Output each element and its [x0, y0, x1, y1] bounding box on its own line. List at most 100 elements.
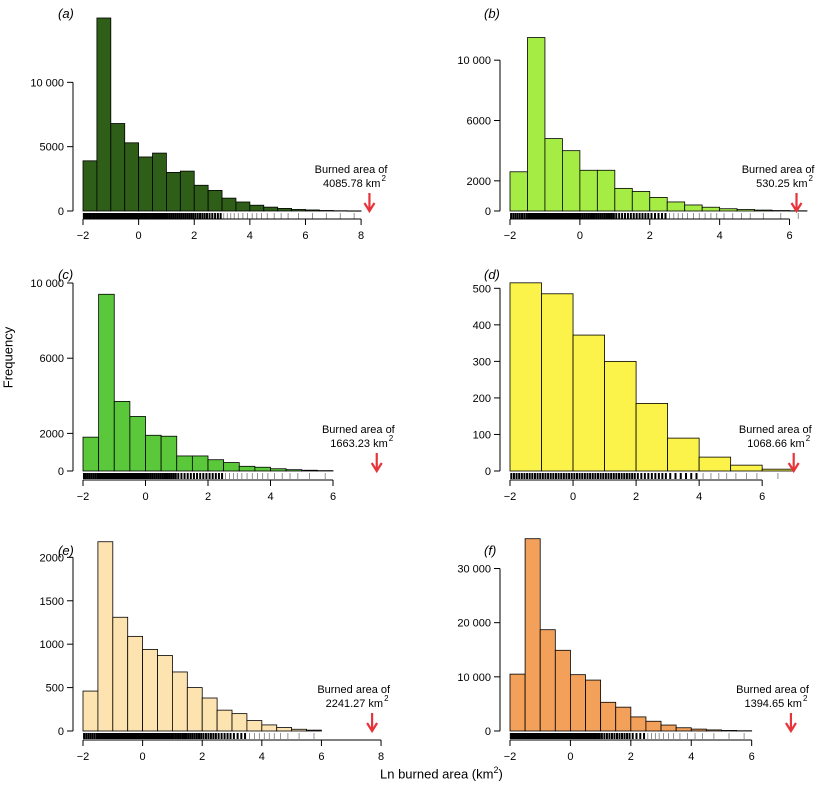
histogram-bar: [179, 170, 195, 212]
x-tick-label: 6: [786, 230, 792, 242]
rug-plot: [83, 733, 315, 739]
y-tick-label: 400: [473, 320, 491, 332]
histogram-bar: [660, 724, 677, 732]
x-tick-label: −2: [77, 491, 90, 503]
y-tick-label: 2000: [40, 552, 64, 564]
burned-area-annotation-unit-sup: 2: [806, 434, 811, 443]
histogram-bar: [730, 464, 763, 472]
y-tick-label: 10 000: [30, 278, 64, 290]
y-tick-label: 300: [473, 356, 491, 368]
x-tick-label: 4: [717, 230, 723, 242]
x-tick-label: 2: [191, 230, 197, 242]
x-axis-title: Ln burned area (km2): [380, 765, 503, 781]
histogram-bar: [82, 436, 100, 472]
burned-area-annotation-line1: Burned area of: [322, 424, 396, 436]
histogram-bar: [544, 138, 563, 212]
histogram-bar: [238, 465, 256, 472]
histogram-bar: [690, 728, 707, 732]
histogram-bar: [614, 187, 633, 212]
histogram-bar: [261, 724, 278, 732]
histogram-bar: [585, 679, 602, 732]
x-tick-label: 0: [567, 751, 573, 763]
burned-area-annotation-line1: Burned area of: [742, 164, 816, 176]
histogram-bar: [110, 123, 126, 212]
red-arrow-head: [366, 722, 379, 734]
x-tick-label: 8: [378, 751, 384, 763]
histogram-bar: [604, 360, 637, 472]
burned-area-annotation-unit-sup: 2: [389, 434, 394, 443]
burned-area-annotation-value: 2241.27 km: [326, 698, 383, 710]
histogram-bar: [160, 435, 178, 472]
histogram-bar: [191, 455, 209, 472]
panel-d: (d) 0 100 200 300 400 500 −2 0 2 4 6 Burned area of 1…: [473, 267, 813, 503]
x-tick-label: 6: [318, 751, 324, 763]
histogram-bar: [129, 416, 146, 472]
histogram-bar: [631, 190, 651, 212]
histogram-bar: [82, 160, 98, 212]
burned-area-annotation-line1: Burned area of: [736, 684, 810, 696]
x-axis-title-superscript: 2: [493, 765, 499, 775]
rug-plot: [509, 733, 745, 739]
histogram-bar: [249, 204, 265, 212]
y-tick-label: 5000: [40, 142, 64, 154]
histogram-bar: [305, 209, 320, 212]
x-tick-label: 2: [633, 491, 639, 503]
panel-label: (c): [58, 267, 73, 282]
rug-plot: [82, 473, 326, 479]
burned-area-annotation-value: 530.25 km: [756, 178, 807, 190]
x-tick-label: −2: [77, 751, 90, 763]
x-tick-label: −2: [504, 230, 517, 242]
red-arrow-head: [790, 202, 803, 214]
histogram-bar: [166, 171, 181, 212]
histogram-bar: [207, 190, 223, 212]
histogram-bar: [142, 648, 158, 732]
histogram-bar: [667, 437, 700, 472]
x-tick-label: −2: [504, 491, 517, 503]
histogram-bar: [705, 729, 722, 732]
y-tick-label: 0: [485, 726, 491, 738]
histogram-bar: [291, 728, 307, 732]
histogram-bar: [96, 17, 112, 212]
x-tick-label: −2: [504, 751, 517, 763]
y-tick-label: 1500: [40, 596, 64, 608]
histogram-bar: [254, 466, 271, 472]
histogram-bar: [112, 616, 129, 732]
histogram-bar: [235, 201, 251, 212]
panel-label: (b): [484, 6, 500, 21]
histogram-bar: [554, 649, 571, 732]
histogram-bar: [157, 655, 173, 732]
x-tick-label: 0: [136, 230, 142, 242]
histogram-bar: [176, 455, 193, 472]
histogram-bar: [301, 469, 318, 472]
histogram-bar: [277, 208, 292, 212]
x-tick-label: 0: [142, 491, 148, 503]
x-tick-label: 8: [358, 230, 364, 242]
histogram-bar: [221, 197, 237, 212]
histogram-bar: [276, 727, 293, 732]
red-arrow-head: [785, 722, 797, 734]
burned-area-annotation-unit-sup: 2: [381, 174, 386, 183]
y-tick-label: 0: [485, 466, 491, 478]
histogram-bar: [666, 201, 686, 212]
panel-label: (d): [484, 267, 500, 282]
y-tick-label: 500: [46, 683, 64, 695]
x-tick-label: 2: [205, 491, 211, 503]
histogram-bar: [754, 209, 773, 212]
x-tick-label: 6: [302, 230, 308, 242]
y-tick-label: 0: [485, 206, 491, 218]
y-tick-label: 10 000: [30, 77, 64, 89]
histogram-bar: [246, 720, 263, 732]
panel-label: (a): [58, 6, 74, 21]
x-tick-label: 6: [749, 751, 755, 763]
y-tick-label: 0: [58, 726, 64, 738]
histogram-bar: [113, 401, 131, 472]
rug-plot: [510, 473, 779, 479]
x-axis-title-text: Ln burned area (km: [380, 766, 494, 782]
burned-area-annotation-value: 1663.23 km: [330, 438, 387, 450]
histogram-bar: [541, 293, 574, 472]
burned-area-annotation-line1: Burned area of: [317, 684, 391, 696]
panel-f: (f) 0 10 000 20 000 30 000 −2 0 2 4 6 Burned area …: [457, 538, 810, 763]
histogram-bar: [98, 293, 115, 472]
y-tick-label: 6000: [467, 116, 491, 128]
histogram-bar: [527, 37, 546, 212]
